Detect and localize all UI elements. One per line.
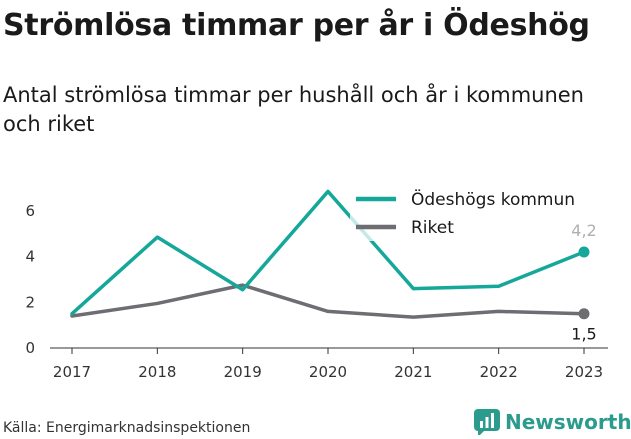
source-note: Källa: Energimarknadsinspektionen [3,420,251,436]
legend-label-1: Riket [411,218,454,238]
brand-logo: Newsworthy [474,408,631,436]
x-tick-label: 2022 [480,363,518,381]
y-tick-label: 2 [25,293,35,311]
y-tick-label: 4 [25,248,35,266]
legend-background [350,183,600,241]
series-end-point-0 [578,246,590,258]
series-end-point-1 [578,308,590,320]
chart-title: Strömlösa timmar per år i Ödeshög [3,8,590,43]
series-line-1 [70,283,586,319]
newsworthy-logo-icon [474,409,500,435]
y-tick-label: 6 [25,202,35,220]
end-value-label-0: 4,2 [571,221,596,240]
end-value-label-1: 1,5 [571,325,596,344]
x-tick-label: 2017 [53,363,91,381]
series-line-0 [70,189,586,316]
x-tick-label: 2021 [394,363,432,381]
x-tick-label: 2018 [138,363,176,381]
x-tick-label: 2020 [309,363,347,381]
chart-subtitle: Antal strömlösa timmar per hushåll och å… [3,83,584,136]
legend-label-0: Ödeshögs kommun [411,188,575,210]
line-chart: 0 2 4 6 2017 2018 2019 2020 2021 2022 2023 Ödeshögs… [25,183,608,381]
brand-name: Newsworthy [505,410,631,434]
x-tick-label: 2019 [224,363,262,381]
y-tick-label: 0 [25,339,35,357]
x-tick-label: 2023 [565,363,603,381]
